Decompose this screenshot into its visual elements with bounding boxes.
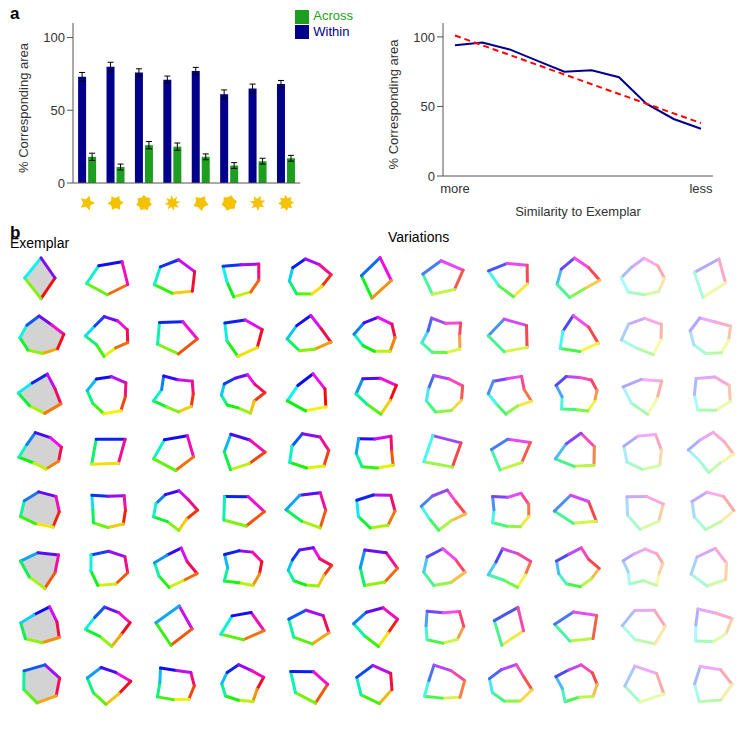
svg-text:50: 50 (51, 103, 65, 118)
svg-text:% Corresponding area: % Corresponding area (386, 39, 401, 170)
svg-text:50: 50 (421, 99, 435, 114)
html-text:a: a (10, 4, 20, 23)
html-text:Across: Across (313, 8, 353, 23)
svg-text:0: 0 (58, 176, 65, 191)
html-text:Exemplar: Exemplar (10, 235, 70, 251)
svg-text:% Corresponding area: % Corresponding area (16, 42, 31, 173)
html-text:b: b (10, 223, 21, 242)
svg-text:Similarity to Exemplar: Similarity to Exemplar (515, 204, 641, 219)
html-text:Variations: Variations (388, 229, 450, 245)
svg-text:0: 0 (428, 169, 435, 184)
html-text:Within: Within (313, 23, 350, 39)
svg-text:less: less (689, 181, 713, 196)
svg-text:100: 100 (413, 30, 435, 45)
svg-text:100: 100 (43, 30, 65, 45)
svg-text:more: more (440, 181, 470, 196)
